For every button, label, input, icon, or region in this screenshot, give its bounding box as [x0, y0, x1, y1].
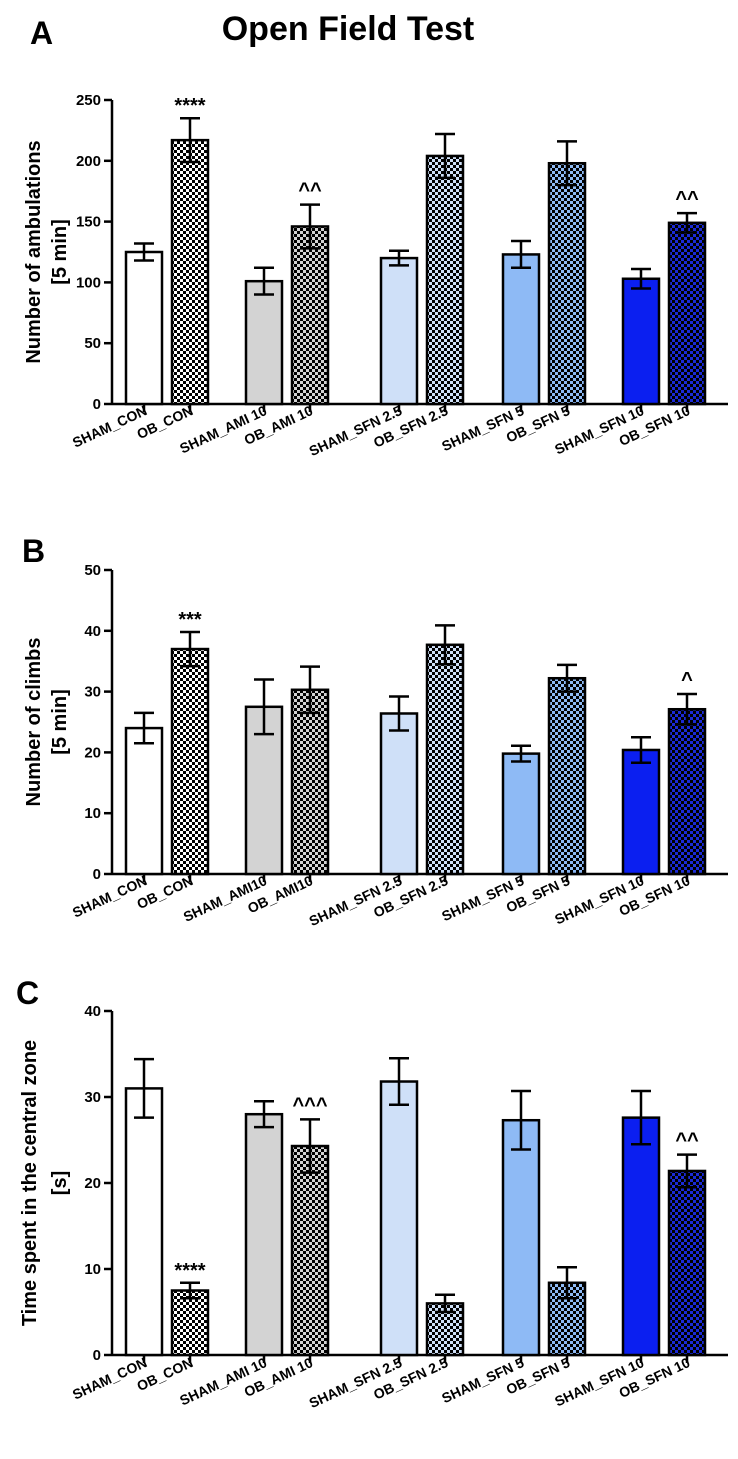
error-bar [435, 624, 455, 666]
y-tick-label: 0 [93, 1347, 101, 1364]
y-axis-label: Number of ambulations [23, 140, 45, 363]
error-bar [134, 242, 154, 262]
panel-c-chart: C Time spent in the central zone [s] 0 10 20 3… [16, 975, 728, 1411]
significance-label: ^^ [675, 1130, 699, 1152]
bar [547, 676, 587, 876]
error-bar [254, 1100, 274, 1129]
bar [621, 1116, 661, 1357]
error-bar [134, 711, 154, 745]
bar [667, 221, 707, 406]
bar [667, 707, 707, 876]
bar [244, 279, 284, 406]
error-bar [389, 695, 409, 732]
bar [501, 253, 541, 406]
significance-label: **** [174, 95, 205, 117]
error-bar [435, 132, 455, 180]
y-tick-label: 40 [84, 1003, 101, 1020]
significance-label: ^^ [675, 188, 699, 210]
bar [124, 726, 164, 876]
y-tick-label: 20 [84, 744, 101, 761]
y-tick-label: 10 [84, 805, 101, 822]
y-axis-unit-label: [5 min] [49, 219, 71, 285]
bar [379, 1080, 419, 1357]
bar [290, 688, 330, 876]
y-axis-label: Time spent in the central zone [19, 1040, 41, 1326]
y-tick-label: 30 [84, 684, 101, 701]
bar [170, 1289, 210, 1357]
significance-label: ^^ [298, 180, 322, 202]
error-bar [435, 1293, 455, 1314]
bar [621, 748, 661, 876]
y-axis-unit-label: [s] [49, 1171, 71, 1195]
error-bar [254, 678, 274, 736]
bar [124, 250, 164, 406]
y-tick-label: 100 [76, 274, 101, 291]
significance-label: ^ [681, 669, 693, 691]
y-tick-label: 20 [84, 1175, 101, 1192]
y-tick-label: 200 [76, 153, 101, 170]
bar [379, 256, 419, 406]
error-bar [300, 665, 320, 715]
error-bar [180, 1281, 200, 1300]
error-bar [511, 1089, 531, 1151]
bar [124, 1087, 164, 1357]
error-bar [677, 692, 697, 726]
error-bar [631, 267, 651, 290]
error-bar [389, 1057, 409, 1106]
error-bar [557, 140, 577, 187]
y-tick-label: 0 [93, 866, 101, 883]
y-tick-label: 40 [84, 623, 101, 640]
error-bar [677, 1153, 697, 1189]
bar [501, 1118, 541, 1357]
bar [170, 647, 210, 876]
y-tick-label: 10 [84, 1261, 101, 1278]
bar [621, 277, 661, 406]
significance-label: **** [174, 1260, 205, 1282]
bar [290, 1144, 330, 1357]
bar [170, 138, 210, 406]
error-bar [511, 744, 531, 763]
panel-letter: B [22, 533, 45, 569]
panel-letter: A [30, 15, 53, 51]
panel-a-chart: A Number of ambulations [5 min] 0 50 100 150 20… [23, 15, 728, 459]
error-bar [511, 239, 531, 270]
bar [244, 1112, 284, 1357]
y-tick-label: 150 [76, 214, 101, 231]
error-bar [300, 203, 320, 250]
error-bar [389, 249, 409, 267]
figure-title: Open Field Test [222, 10, 475, 48]
bar [425, 643, 465, 876]
y-axis-label: Number of climbs [23, 638, 45, 807]
y-tick-label: 0 [93, 396, 101, 413]
error-bar [557, 663, 577, 693]
error-bar [631, 735, 651, 764]
y-tick-label: 250 [76, 92, 101, 109]
bar [547, 161, 587, 406]
bar [501, 752, 541, 876]
bar [379, 712, 419, 876]
error-bar [677, 211, 697, 234]
error-bar [300, 1118, 320, 1174]
error-bar [557, 1266, 577, 1300]
y-tick-label: 30 [84, 1089, 101, 1106]
error-bar [180, 116, 200, 164]
significance-label: *** [178, 609, 202, 631]
bar [425, 154, 465, 406]
bar [667, 1169, 707, 1357]
error-bar [180, 630, 200, 668]
error-bar [254, 266, 274, 296]
y-axis-unit-label: [5 min] [49, 689, 71, 755]
panel-letter: C [16, 975, 39, 1011]
significance-label: ^^^ [292, 1094, 327, 1116]
y-tick-label: 50 [84, 335, 101, 352]
y-tick-label: 50 [84, 562, 101, 579]
bar [290, 225, 330, 406]
error-bar [134, 1057, 154, 1119]
error-bar [631, 1089, 651, 1146]
